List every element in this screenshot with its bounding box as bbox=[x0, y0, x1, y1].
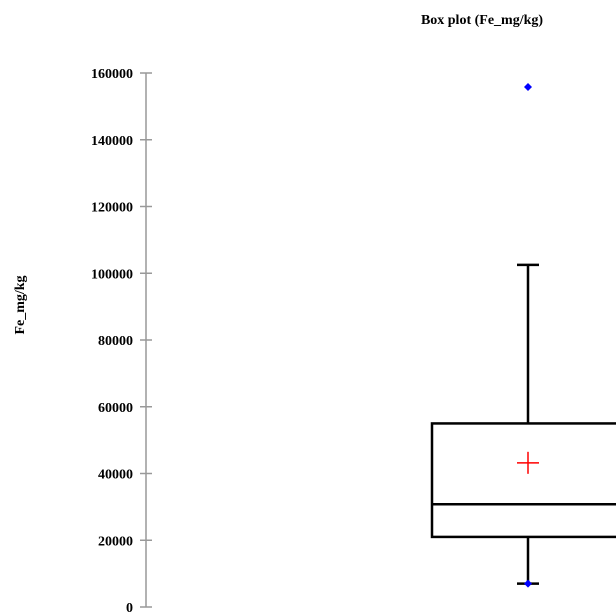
y-tick-label: 160000 bbox=[91, 67, 133, 82]
y-tick-label: 140000 bbox=[91, 134, 133, 149]
y-axis-label: Fe_mg/kg bbox=[13, 275, 28, 334]
y-tick-label: 120000 bbox=[91, 201, 133, 216]
min-point bbox=[524, 579, 532, 588]
y-tick-label: 60000 bbox=[98, 401, 133, 416]
y-tick-label: 20000 bbox=[98, 534, 133, 549]
y-tick-label: 80000 bbox=[98, 334, 133, 349]
y-tick-label: 40000 bbox=[98, 468, 133, 483]
outlier-point bbox=[524, 83, 532, 92]
chart-title: Box plot (Fe_mg/kg) bbox=[421, 13, 543, 28]
y-axis: 0 20000 40000 60000 80000 100000 120000 140000 1… bbox=[91, 67, 152, 613]
plot-area bbox=[430, 83, 616, 588]
y-tick-label: 100000 bbox=[91, 267, 133, 282]
y-tick-label: 0 bbox=[126, 601, 133, 613]
iqr-box bbox=[430, 422, 616, 539]
